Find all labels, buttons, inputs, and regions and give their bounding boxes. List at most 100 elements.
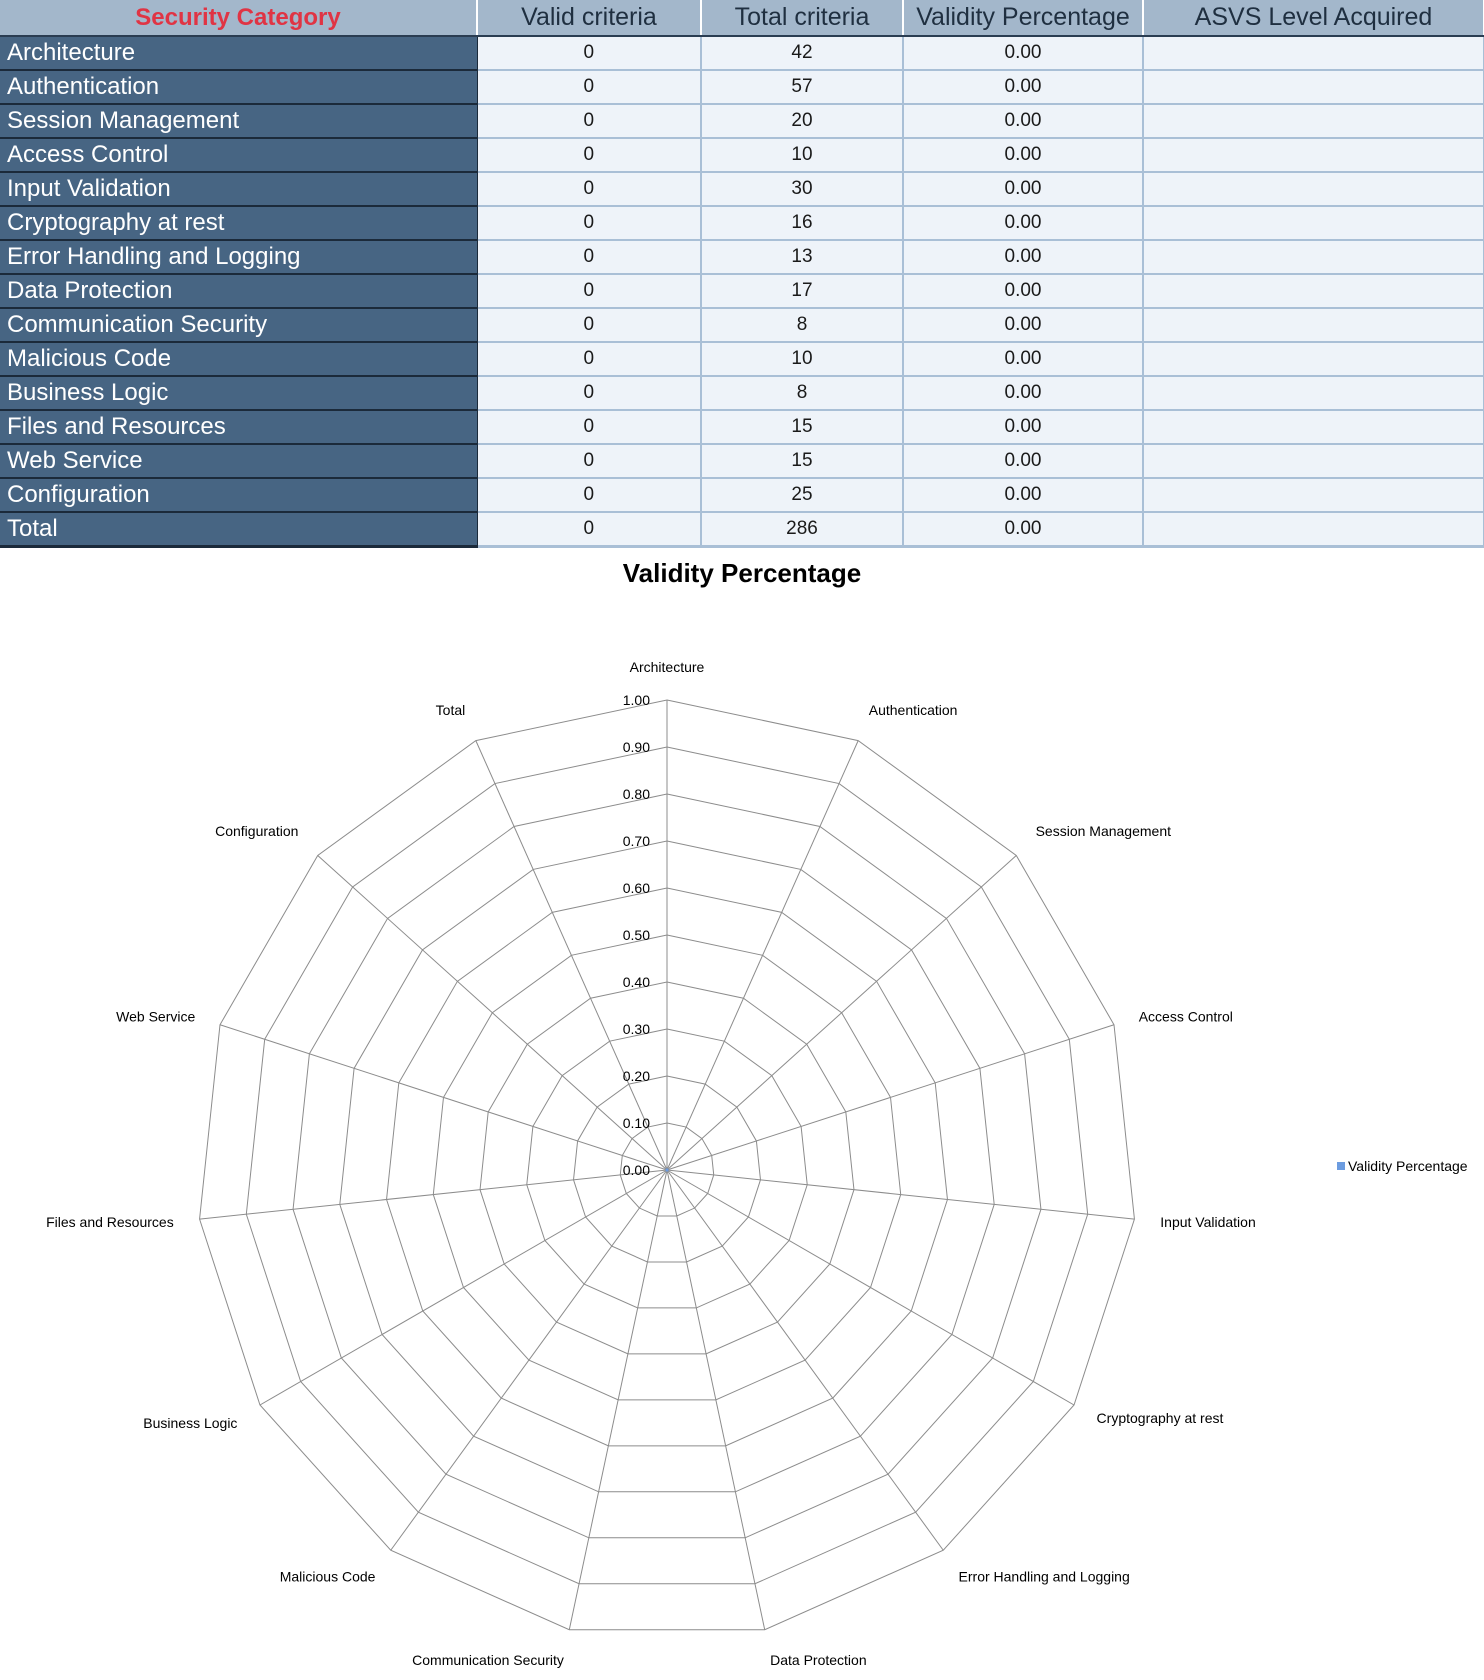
cell-asvs-level <box>1143 70 1484 105</box>
grid-spoke <box>666 1169 766 1630</box>
cell-validity-percentage: 0.00 <box>903 138 1144 173</box>
cell-validity-percentage: 0.00 <box>903 172 1144 207</box>
cell-valid-criteria: 0 <box>477 138 702 173</box>
grid-ring <box>573 1075 761 1263</box>
axis-category-label: Data Protection <box>770 1652 867 1668</box>
cell-category: Communication Security <box>0 308 478 343</box>
table-row: Malicious Code 0 10 0.00 <box>0 342 1484 377</box>
series-point <box>665 1168 669 1172</box>
cell-total-criteria: 10 <box>701 342 904 377</box>
tick-label: 0.60 <box>623 880 650 896</box>
cell-valid-criteria: 0 <box>477 36 702 71</box>
table-row: Authentication 0 57 0.00 <box>0 70 1484 105</box>
header-validity-percentage: Validity Percentage <box>903 0 1144 37</box>
header-total-criteria: Total criteria <box>701 0 904 37</box>
cell-total-criteria: 10 <box>701 138 904 173</box>
table-row: Error Handling and Logging 0 13 0.00 <box>0 240 1484 275</box>
cell-valid-criteria: 0 <box>477 478 702 513</box>
cell-total-criteria: 20 <box>701 104 904 139</box>
tick-label: 0.80 <box>623 786 650 802</box>
cell-asvs-level <box>1143 478 1484 513</box>
cell-asvs-level <box>1143 172 1484 207</box>
cell-category: Configuration <box>0 478 478 513</box>
axis-category-label: Files and Resources <box>46 1214 174 1230</box>
table-row: Total 0 286 0.00 <box>0 512 1484 548</box>
cell-asvs-level <box>1143 308 1484 343</box>
grid-spoke <box>199 1169 668 1220</box>
legend-swatch <box>1337 1162 1345 1171</box>
tick-label: 0.30 <box>623 1021 650 1037</box>
cell-validity-percentage: 0.00 <box>903 308 1144 343</box>
table-row: Input Validation 0 30 0.00 <box>0 172 1484 207</box>
cell-asvs-level <box>1143 206 1484 241</box>
cell-asvs-level <box>1143 376 1484 411</box>
table-row: Session Management 0 20 0.00 <box>0 104 1484 139</box>
grid-ring <box>619 1122 715 1217</box>
grid-ring <box>199 699 1135 1631</box>
cell-valid-criteria: 0 <box>477 206 702 241</box>
cell-category: Authentication <box>0 70 478 105</box>
cell-total-criteria: 8 <box>701 376 904 411</box>
security-table: Security Category Valid criteria Total c… <box>0 0 1484 548</box>
axis-category-label: Business Logic <box>143 1415 237 1431</box>
table-row: Architecture 0 42 0.00 <box>0 36 1484 71</box>
cell-valid-criteria: 0 <box>477 274 702 309</box>
cell-asvs-level <box>1143 444 1484 479</box>
header-security-category: Security Category <box>0 0 478 37</box>
table-header-row: Security Category Valid criteria Total c… <box>0 0 1484 37</box>
axis-category-label: Cryptography at rest <box>1097 1410 1224 1426</box>
axis-category-label: Input Validation <box>1160 1214 1255 1230</box>
cell-asvs-level <box>1143 512 1484 548</box>
cell-validity-percentage: 0.00 <box>903 478 1144 513</box>
grid-ring <box>526 1028 808 1309</box>
cell-validity-percentage: 0.00 <box>903 36 1144 71</box>
table-row: Cryptography at rest 0 16 0.00 <box>0 206 1484 241</box>
tick-label: 0.20 <box>623 1068 650 1084</box>
cell-category: Access Control <box>0 138 478 173</box>
cell-total-criteria: 8 <box>701 308 904 343</box>
axis-category-label: Malicious Code <box>280 1568 376 1584</box>
cell-asvs-level <box>1143 138 1484 173</box>
tick-label: 0.70 <box>623 833 650 849</box>
tick-label: 0.10 <box>623 1115 650 1131</box>
grid-spoke <box>390 1169 668 1551</box>
cell-total-criteria: 13 <box>701 240 904 275</box>
cell-valid-criteria: 0 <box>477 512 702 548</box>
grid-spoke <box>666 1169 944 1551</box>
cell-asvs-level <box>1143 36 1484 71</box>
grid-spoke <box>568 1169 668 1630</box>
cell-total-criteria: 30 <box>701 172 904 207</box>
cell-total-criteria: 17 <box>701 274 904 309</box>
cell-asvs-level <box>1143 342 1484 377</box>
cell-total-criteria: 25 <box>701 478 904 513</box>
table-row: Access Control 0 10 0.00 <box>0 138 1484 173</box>
cell-asvs-level <box>1143 240 1484 275</box>
radar-chart: 0.00 0.10 0.20 0.30 0.40 0.50 0.60 0.70 0.80 0.90… <box>46 659 1256 1668</box>
table-row: Configuration 0 25 0.00 <box>0 478 1484 513</box>
grid-spoke <box>219 1024 668 1171</box>
grid-spoke <box>666 740 859 1171</box>
axis-category-label: Configuration <box>215 823 298 839</box>
cell-total-criteria: 42 <box>701 36 904 71</box>
axis-category-label: Communication Security <box>412 1652 564 1668</box>
table-row: Communication Security 0 8 0.00 <box>0 308 1484 343</box>
cell-validity-percentage: 0.00 <box>903 104 1144 139</box>
cell-category: Error Handling and Logging <box>0 240 478 275</box>
cell-category: Malicious Code <box>0 342 478 377</box>
axis-category-label: Total <box>436 702 466 718</box>
grid-ring <box>339 840 995 1493</box>
cell-valid-criteria: 0 <box>477 444 702 479</box>
chart-legend: Validity Percentage <box>1337 1158 1468 1174</box>
cell-category: Files and Resources <box>0 410 478 445</box>
cell-validity-percentage: 0.00 <box>903 240 1144 275</box>
table-row: Data Protection 0 17 0.00 <box>0 274 1484 309</box>
cell-valid-criteria: 0 <box>477 172 702 207</box>
cell-valid-criteria: 0 <box>477 70 702 105</box>
cell-category: Session Management <box>0 104 478 139</box>
cell-validity-percentage: 0.00 <box>903 376 1144 411</box>
legend-label: Validity Percentage <box>1348 1158 1468 1174</box>
cell-valid-criteria: 0 <box>477 308 702 343</box>
cell-asvs-level <box>1143 274 1484 309</box>
tick-label: 0.90 <box>623 739 650 755</box>
cell-category: Architecture <box>0 36 478 71</box>
